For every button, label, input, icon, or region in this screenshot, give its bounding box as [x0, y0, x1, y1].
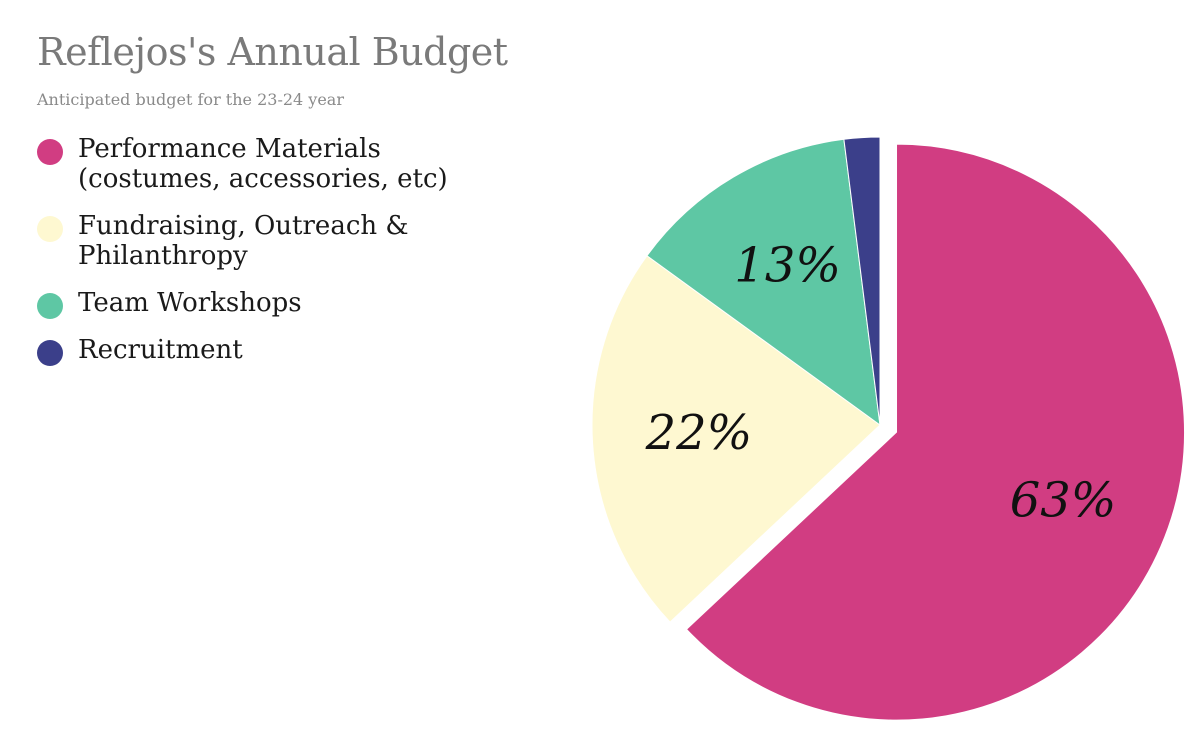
pie-slice-performance-materials	[685, 143, 1186, 721]
legend-label: Fundraising, Outreach & Philanthropy	[78, 211, 409, 271]
legend-item-performance-materials: Performance Materials (costumes, accesso…	[37, 134, 517, 194]
slice-label-fundraising: 22%	[645, 405, 753, 461]
pie-slice-team-workshops	[646, 138, 881, 427]
legend-label: Recruitment	[78, 335, 243, 365]
chart-title: Reflejos's Annual Budget	[37, 30, 508, 74]
chart-subtitle: Anticipated budget for the 23-24 year	[37, 90, 344, 109]
legend-swatch-team-workshops	[37, 293, 63, 319]
legend-item-recruitment: Recruitment	[37, 335, 517, 366]
legend-label: Performance Materials (costumes, accesso…	[78, 134, 448, 194]
legend-swatch-performance-materials	[37, 139, 63, 165]
slice-label-performance-materials: 63%	[1010, 473, 1117, 529]
legend-swatch-recruitment	[37, 340, 63, 366]
slice-label-team-workshops: 13%	[734, 237, 841, 293]
legend-swatch-fundraising	[37, 216, 63, 242]
legend-item-team-workshops: Team Workshops	[37, 288, 517, 319]
legend: Performance Materials (costumes, accesso…	[37, 134, 517, 382]
pie-slice-fundraising	[591, 255, 881, 623]
legend-item-fundraising: Fundraising, Outreach & Philanthropy	[37, 211, 517, 271]
pie-slice-recruitment	[843, 136, 881, 426]
legend-label: Team Workshops	[78, 288, 302, 318]
